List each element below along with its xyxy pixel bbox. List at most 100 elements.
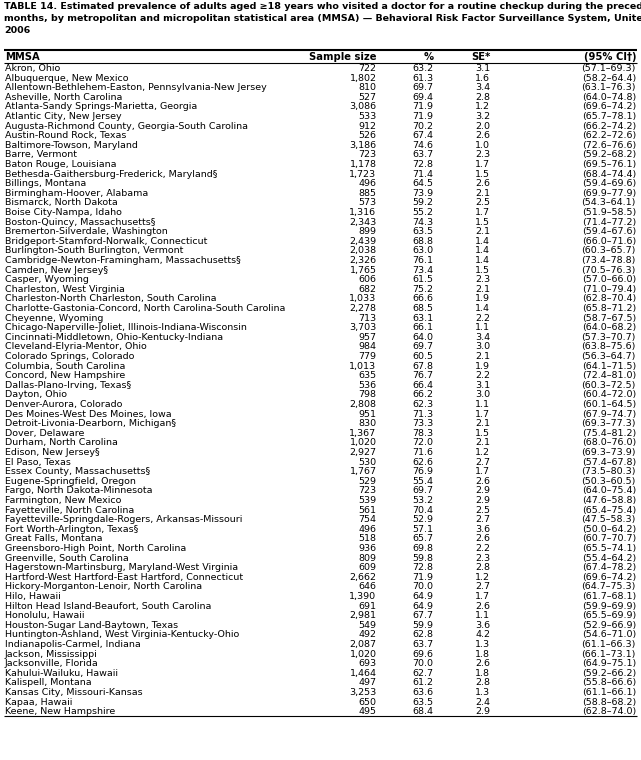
Text: 3.6: 3.6 — [475, 621, 490, 630]
Text: Bremerton-Silverdale, Washington: Bremerton-Silverdale, Washington — [5, 227, 168, 236]
Text: Allentown-Bethlehem-Easton, Pennsylvania-New Jersey: Allentown-Bethlehem-Easton, Pennsylvania… — [5, 83, 267, 92]
Text: 64.0: 64.0 — [412, 333, 433, 342]
Text: 2,038: 2,038 — [349, 246, 376, 255]
Text: 72.0: 72.0 — [412, 439, 433, 448]
Text: 59.8: 59.8 — [412, 553, 433, 562]
Text: 1,765: 1,765 — [349, 265, 376, 274]
Text: (62.8–70.4): (62.8–70.4) — [582, 294, 636, 303]
Text: Hickory-Morganton-Lenoir, North Carolina: Hickory-Morganton-Lenoir, North Carolina — [5, 582, 202, 591]
Text: (69.3–73.9): (69.3–73.9) — [581, 448, 636, 457]
Text: Casper, Wyoming: Casper, Wyoming — [5, 275, 89, 284]
Text: Charlotte-Gastonia-Concord, North Carolina-South Carolina: Charlotte-Gastonia-Concord, North Caroli… — [5, 304, 285, 313]
Text: Kalispell, Montana: Kalispell, Montana — [5, 679, 92, 687]
Text: Burlington-South Burlington, Vermont: Burlington-South Burlington, Vermont — [5, 246, 183, 255]
Text: 66.4: 66.4 — [412, 381, 433, 390]
Text: 810: 810 — [358, 83, 376, 92]
Text: 63.6: 63.6 — [412, 688, 433, 697]
Text: 73.3: 73.3 — [412, 420, 433, 428]
Text: 75.2: 75.2 — [412, 285, 433, 294]
Text: 1.1: 1.1 — [476, 400, 490, 409]
Text: 74.3: 74.3 — [412, 217, 433, 226]
Text: 66.2: 66.2 — [412, 391, 433, 400]
Text: Keene, New Hampshire: Keene, New Hampshire — [5, 708, 115, 716]
Text: Charleston-North Charleston, South Carolina: Charleston-North Charleston, South Carol… — [5, 294, 217, 303]
Text: 70.0: 70.0 — [412, 659, 433, 668]
Text: TABLE 14. Estimated prevalence of adults aged ≥18 years who visited a doctor for: TABLE 14. Estimated prevalence of adults… — [4, 2, 641, 11]
Text: 53.2: 53.2 — [412, 496, 433, 505]
Text: Eugene-Springfield, Oregon: Eugene-Springfield, Oregon — [5, 477, 136, 486]
Text: (73.4–78.8): (73.4–78.8) — [581, 256, 636, 265]
Text: Fayetteville, North Carolina: Fayetteville, North Carolina — [5, 505, 134, 515]
Text: 63.5: 63.5 — [412, 227, 433, 236]
Text: 3,086: 3,086 — [349, 103, 376, 112]
Text: 2.6: 2.6 — [476, 602, 490, 610]
Text: 63.2: 63.2 — [412, 64, 433, 73]
Text: 646: 646 — [358, 582, 376, 591]
Text: 957: 957 — [358, 333, 376, 342]
Text: 57.1: 57.1 — [412, 525, 433, 534]
Text: (57.4–67.8): (57.4–67.8) — [582, 458, 636, 467]
Text: 63.1: 63.1 — [412, 314, 433, 322]
Text: (58.8–68.2): (58.8–68.2) — [582, 698, 636, 707]
Text: 1,723: 1,723 — [349, 169, 376, 179]
Text: 69.6: 69.6 — [412, 650, 433, 659]
Text: 1,390: 1,390 — [349, 592, 376, 601]
Text: 70.4: 70.4 — [412, 505, 433, 515]
Text: (57.1–69.3): (57.1–69.3) — [581, 64, 636, 73]
Text: 533: 533 — [358, 112, 376, 121]
Text: (60.7–70.7): (60.7–70.7) — [582, 534, 636, 543]
Text: 63.7: 63.7 — [412, 640, 433, 649]
Text: 2,343: 2,343 — [349, 217, 376, 226]
Text: 62.3: 62.3 — [412, 400, 433, 409]
Text: Chicago-Naperville-Joliet, Illinois-Indiana-Wisconsin: Chicago-Naperville-Joliet, Illinois-Indi… — [5, 323, 247, 332]
Text: 3,186: 3,186 — [349, 141, 376, 150]
Text: 63.7: 63.7 — [412, 150, 433, 160]
Text: Cheyenne, Wyoming: Cheyenne, Wyoming — [5, 314, 103, 322]
Text: Huntington-Ashland, West Virginia-Kentucky-Ohio: Huntington-Ashland, West Virginia-Kentuc… — [5, 630, 239, 639]
Text: 63.0: 63.0 — [412, 246, 433, 255]
Text: (66.1–73.1): (66.1–73.1) — [581, 650, 636, 659]
Text: Billings, Montana: Billings, Montana — [5, 179, 87, 188]
Text: (60.1–64.5): (60.1–64.5) — [582, 400, 636, 409]
Text: MMSA: MMSA — [5, 52, 40, 62]
Text: (54.3–64.1): (54.3–64.1) — [581, 198, 636, 207]
Text: (64.0–75.4): (64.0–75.4) — [582, 486, 636, 496]
Text: 2.0: 2.0 — [476, 122, 490, 131]
Text: 1.5: 1.5 — [476, 265, 490, 274]
Text: 1.9: 1.9 — [476, 294, 490, 303]
Text: 2.6: 2.6 — [476, 179, 490, 188]
Text: 3.1: 3.1 — [475, 381, 490, 390]
Text: Jackson, Mississippi: Jackson, Mississippi — [5, 650, 97, 659]
Text: (69.9–77.9): (69.9–77.9) — [582, 188, 636, 198]
Text: 60.5: 60.5 — [412, 352, 433, 361]
Text: 936: 936 — [358, 544, 376, 553]
Text: 2.5: 2.5 — [476, 198, 490, 207]
Text: (69.5–76.1): (69.5–76.1) — [582, 160, 636, 169]
Text: 809: 809 — [358, 553, 376, 562]
Text: 3.1: 3.1 — [475, 64, 490, 73]
Text: 723: 723 — [358, 486, 376, 496]
Text: (63.8–75.6): (63.8–75.6) — [581, 343, 636, 351]
Text: 713: 713 — [358, 314, 376, 322]
Text: %: % — [423, 52, 433, 62]
Text: 2,662: 2,662 — [349, 573, 376, 582]
Text: 1,178: 1,178 — [349, 160, 376, 169]
Text: months, by metropolitan and micropolitan statistical area (MMSA) — Behavioral Ri: months, by metropolitan and micropolitan… — [4, 14, 641, 23]
Text: Greenville, South Carolina: Greenville, South Carolina — [5, 553, 129, 562]
Text: 69.4: 69.4 — [412, 93, 433, 102]
Text: 76.7: 76.7 — [412, 371, 433, 380]
Text: (55.4–64.2): (55.4–64.2) — [582, 553, 636, 562]
Text: Greensboro-High Point, North Carolina: Greensboro-High Point, North Carolina — [5, 544, 187, 553]
Text: 2,927: 2,927 — [349, 448, 376, 457]
Text: 2.1: 2.1 — [476, 352, 490, 361]
Text: 3.4: 3.4 — [475, 83, 490, 92]
Text: 527: 527 — [358, 93, 376, 102]
Text: 2.3: 2.3 — [475, 275, 490, 284]
Text: 2.1: 2.1 — [476, 420, 490, 428]
Text: 2,278: 2,278 — [349, 304, 376, 313]
Text: 536: 536 — [358, 381, 376, 390]
Text: 2.4: 2.4 — [476, 698, 490, 707]
Text: 1.0: 1.0 — [476, 141, 490, 150]
Text: 70.2: 70.2 — [412, 122, 433, 131]
Text: 539: 539 — [358, 496, 376, 505]
